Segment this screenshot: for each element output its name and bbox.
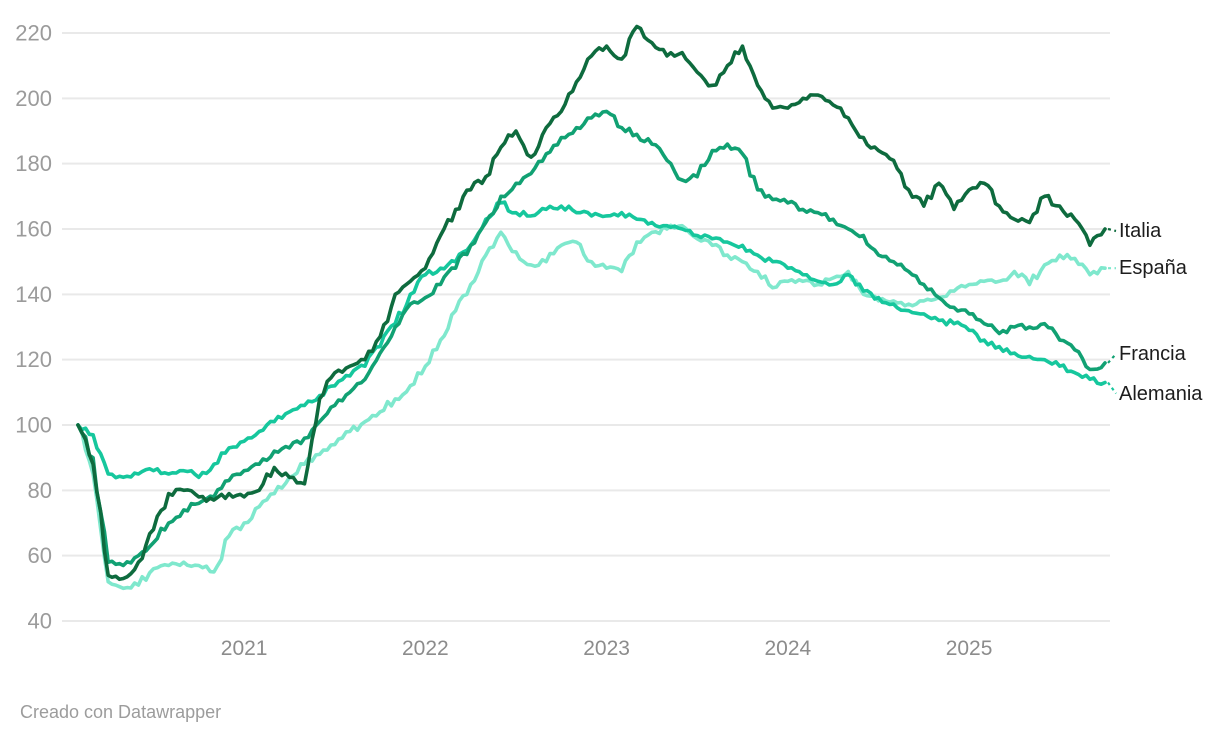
series-label-alemania: Alemania [1119, 382, 1203, 405]
line-chart-svg: 40 60 80 100 120 140 160 180 200 220 2021 2022 2023 2… [15, 21, 1117, 660]
x-axis-year-label-2024: 2024 [764, 637, 811, 660]
label-connector-italia [1107, 227, 1117, 233]
y-axis-tick-label: 60 [28, 543, 52, 568]
x-axis-year-label-2021: 2021 [221, 637, 268, 660]
y-axis-tick-label: 140 [15, 282, 52, 307]
y-axis-tick-label: 180 [15, 151, 52, 176]
series-label-francia: Francia [1119, 342, 1186, 365]
plot-area: 40 60 80 100 120 140 160 180 200 220 2021 2022 2023 2… [15, 21, 1117, 660]
series-label-italia: Italia [1119, 220, 1162, 242]
y-axis-tick-label: 40 [28, 609, 52, 634]
series-line-alemania [76, 200, 1107, 480]
y-axis-tick-label: 100 [15, 413, 52, 438]
series-line-españa [76, 223, 1107, 591]
label-connector-francia [1107, 353, 1117, 364]
series-line-italia [76, 24, 1107, 582]
series-label-espana: España [1119, 257, 1187, 280]
x-axis-year-label-2025: 2025 [946, 637, 993, 660]
x-axis-year-label-2022: 2022 [402, 637, 449, 660]
y-axis-tick-label: 120 [15, 347, 52, 372]
y-axis-tick-label: 160 [15, 217, 52, 242]
x-axis-year-label-2023: 2023 [583, 637, 630, 660]
label-connector-alemania [1107, 381, 1117, 395]
y-axis-tick-label: 220 [15, 21, 52, 46]
series-line-francia [76, 109, 1107, 568]
attribution-text[interactable]: Creado con Datawrapper [20, 702, 222, 722]
y-axis-tick-label: 80 [28, 478, 52, 503]
y-axis-tick-label: 200 [15, 86, 52, 111]
